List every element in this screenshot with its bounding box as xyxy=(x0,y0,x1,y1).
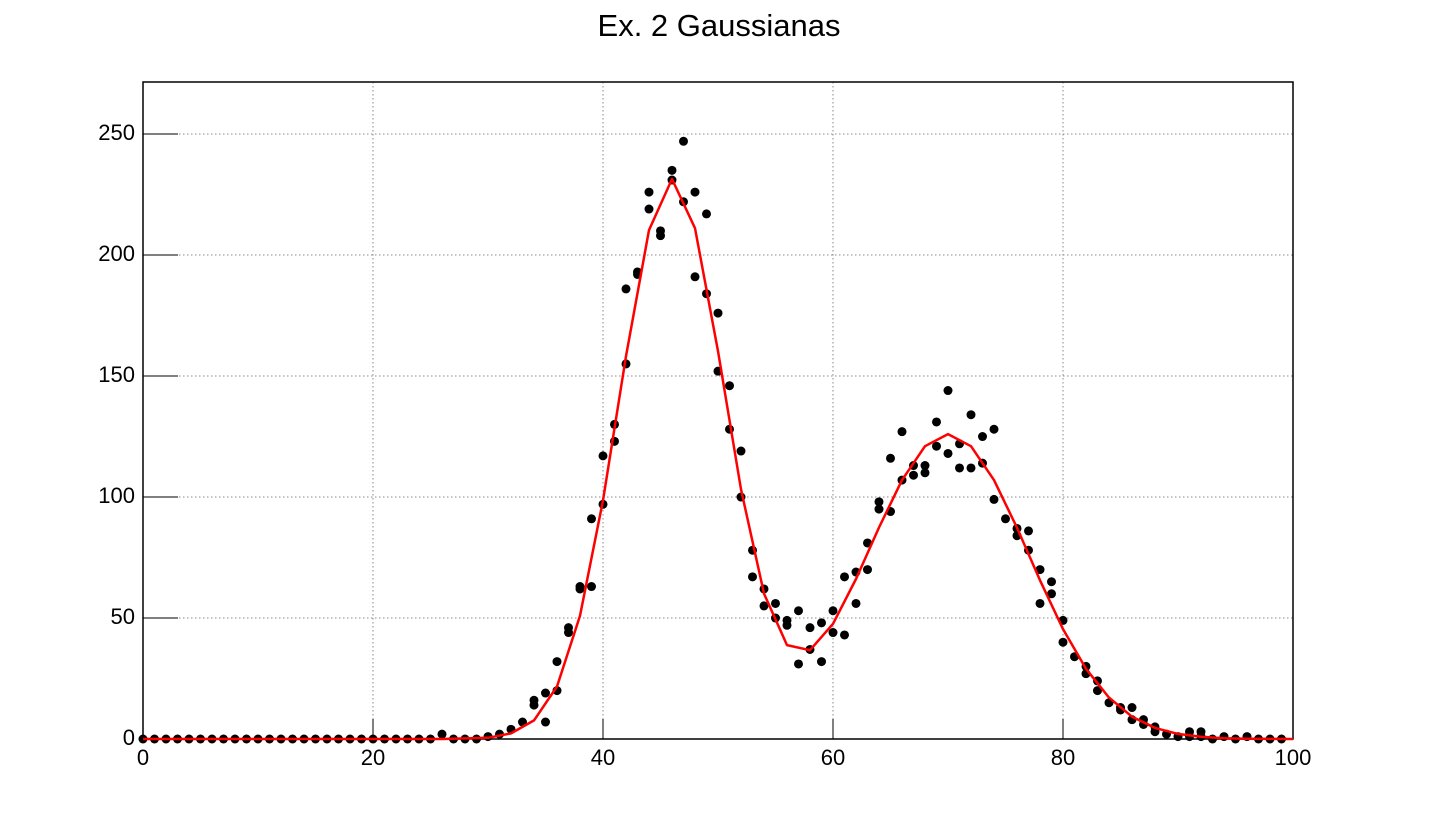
x-tick-label: 100 xyxy=(1275,745,1312,770)
data-point xyxy=(1047,589,1056,599)
y-tick-label: 50 xyxy=(111,604,135,629)
data-point xyxy=(1047,577,1056,587)
data-point xyxy=(1024,526,1033,536)
data-point xyxy=(690,272,700,282)
data-point xyxy=(932,417,941,427)
x-tick-label: 40 xyxy=(591,745,615,770)
data-point xyxy=(920,461,930,471)
data-point xyxy=(541,688,550,698)
chart-title: Ex. 2 Gaussianas xyxy=(598,8,841,43)
data-point xyxy=(794,659,803,669)
data-point xyxy=(1093,686,1102,696)
data-point xyxy=(736,446,746,456)
x-tick-label: 60 xyxy=(821,745,845,770)
data-point xyxy=(759,601,769,611)
data-point xyxy=(1208,734,1217,744)
data-point xyxy=(656,231,665,241)
data-point xyxy=(748,572,757,582)
data-point xyxy=(794,606,803,616)
data-point xyxy=(966,463,976,473)
data-point xyxy=(541,717,550,727)
data-point xyxy=(782,620,792,630)
data-point xyxy=(552,657,562,667)
data-point xyxy=(886,453,895,463)
data-point xyxy=(529,695,539,705)
y-tick-label: 200 xyxy=(98,241,135,266)
fit-curve xyxy=(143,177,1294,741)
data-point xyxy=(1001,514,1010,524)
data-point xyxy=(437,729,447,739)
data-point xyxy=(575,584,585,594)
data-point xyxy=(897,427,907,437)
data-point xyxy=(978,432,987,442)
data-point xyxy=(702,209,711,219)
data-point xyxy=(955,463,964,473)
data-point xyxy=(1035,565,1045,575)
plot-frame xyxy=(142,81,1294,740)
data-point xyxy=(713,308,723,318)
data-point xyxy=(989,494,999,504)
data-point xyxy=(909,470,918,480)
data-point xyxy=(828,606,838,616)
data-point xyxy=(817,618,826,628)
x-tick-label: 0 xyxy=(137,745,149,770)
data-point xyxy=(828,628,838,638)
data-point xyxy=(1219,732,1229,742)
data-point xyxy=(840,630,849,640)
data-point xyxy=(817,657,826,667)
data-point xyxy=(725,381,734,391)
data-point xyxy=(621,284,631,294)
y-tick-label: 100 xyxy=(98,483,135,508)
data-point xyxy=(564,628,573,638)
data-point xyxy=(1127,703,1137,713)
data-point xyxy=(851,598,861,608)
data-point xyxy=(598,451,608,461)
data-point xyxy=(644,187,654,197)
data-point xyxy=(644,204,654,214)
data-point xyxy=(966,410,976,420)
y-tick-label: 150 xyxy=(98,362,135,387)
y-tick-label: 0 xyxy=(123,725,135,750)
data-point xyxy=(943,386,953,396)
data-point xyxy=(1035,598,1045,608)
data-point xyxy=(932,441,941,451)
data-point xyxy=(874,497,884,507)
data-point xyxy=(920,468,930,478)
x-tick-label: 80 xyxy=(1051,745,1075,770)
x-tick-label: 20 xyxy=(361,745,385,770)
data-point xyxy=(1058,637,1068,647)
data-point xyxy=(840,572,849,582)
data-point xyxy=(943,448,953,458)
data-point xyxy=(587,582,596,592)
data-point xyxy=(874,504,884,514)
data-point xyxy=(667,165,677,175)
data-point xyxy=(679,136,688,146)
data-point xyxy=(771,598,780,608)
data-point xyxy=(587,514,596,524)
data-point xyxy=(690,187,700,197)
data-point xyxy=(805,623,815,633)
data-point xyxy=(989,424,999,434)
data-point xyxy=(863,565,872,575)
y-tick-label: 250 xyxy=(98,120,135,145)
